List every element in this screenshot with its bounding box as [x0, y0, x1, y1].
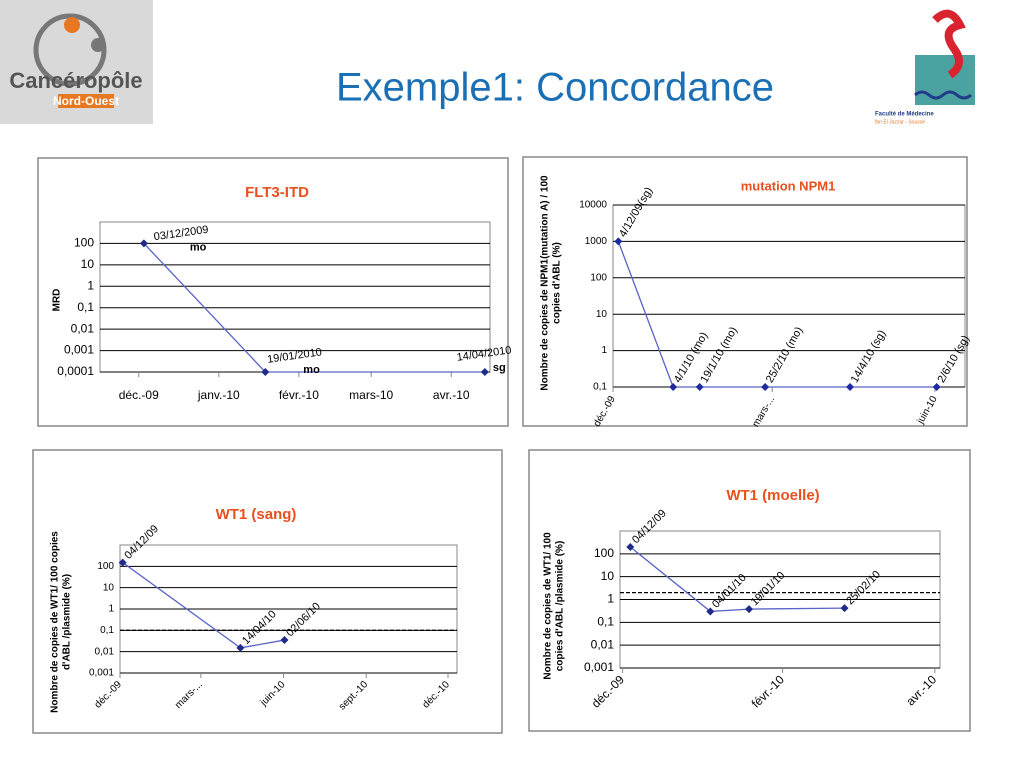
chart-frame — [522, 156, 968, 427]
data-point — [480, 368, 489, 376]
y-tick-label: 1 — [87, 278, 94, 292]
logo-band — [58, 94, 114, 108]
y-tick-label: 10 — [81, 257, 95, 271]
y-tick-label: 10000 — [579, 200, 607, 211]
y-axis-title: MRD — [52, 289, 63, 312]
data-point — [706, 607, 715, 616]
y-tick-label: 100 — [97, 561, 114, 572]
logo-ring — [33, 13, 107, 87]
right-logo-s — [932, 9, 966, 79]
x-tick-label: déc.-09 — [119, 388, 159, 402]
data-point — [236, 643, 245, 652]
y-tick-label: 10 — [103, 582, 115, 593]
data-line — [629, 546, 845, 613]
logo-text: Ibn El Jazzar - Sousse — [875, 119, 925, 125]
right-logo-waves — [914, 90, 972, 100]
chart: WT1 (sang) Nombre de copies de WT1/ 100 c… — [32, 449, 503, 734]
data-point — [118, 558, 127, 567]
y-axis-title: Nombre de copies de NPM1(mutation A) / 1… — [540, 175, 551, 391]
logo-text: Nord-Ouest — [53, 94, 119, 108]
y-tick-label: 0,1 — [593, 382, 607, 393]
data-point — [614, 237, 623, 246]
point-note: mo — [303, 364, 320, 376]
point-note: sg — [493, 362, 506, 374]
chart: FLT3-ITD MRD 100 10 1 0,1 0,01 0,001 0,0001 déc.-… — [37, 157, 512, 427]
chart: mutation NPM1 Nombre de copies de NPM1(mu… — [522, 156, 972, 429]
y-tick-label: 0,1 — [100, 625, 114, 636]
chart-title: FLT3-ITD — [245, 184, 309, 201]
data-line — [617, 241, 937, 388]
chart-title: WT1 (moelle) — [726, 487, 819, 504]
y-tick-label: 0,01 — [591, 637, 615, 651]
y-tick-label: 0,001 — [89, 668, 114, 679]
y-tick-label: 0,0001 — [57, 364, 94, 378]
data-point — [840, 604, 849, 613]
y-tick-label: 0,001 — [584, 660, 614, 674]
y-tick-label: 0,01 — [95, 646, 115, 657]
y-tick-label: 100 — [74, 236, 94, 250]
chart-frame — [37, 157, 509, 427]
y-tick-label: 0,1 — [77, 300, 94, 314]
data-point — [695, 383, 704, 391]
chart: WT1 (moelle) Nombre de copies de WT1/ 100… — [528, 449, 971, 732]
data-point — [669, 383, 678, 391]
x-tick-label: févr.-10 — [279, 388, 319, 402]
data-point — [139, 239, 148, 248]
y-tick-label: 1 — [601, 345, 607, 356]
data-point — [280, 636, 289, 645]
y-tick-label: 1000 — [585, 236, 608, 247]
logo-text: Cancéropôle — [9, 68, 142, 93]
data-point — [745, 605, 754, 614]
x-tick-label: janv.-10 — [197, 388, 240, 402]
data-point — [626, 542, 635, 551]
chart-frame — [528, 449, 971, 732]
y-tick-label: 100 — [594, 546, 614, 560]
data-point — [932, 383, 941, 391]
y-tick-label: 0,01 — [71, 321, 95, 335]
y-axis-title: copies d'ABL (%) — [552, 242, 563, 324]
point-note: mo — [190, 241, 207, 253]
y-tick-label: 0,001 — [64, 343, 94, 357]
y-tick-label: 1 — [108, 604, 114, 615]
chart-title: mutation NPM1 — [741, 178, 836, 193]
y-axis-title: Nombre de copies de WT1/ 100 — [543, 532, 554, 680]
logo-dot — [91, 38, 105, 52]
data-point — [261, 368, 270, 376]
chart-frame — [32, 449, 503, 734]
page-title: Exemple1: Concordance — [336, 66, 774, 110]
chart-title: WT1 (sang) — [216, 506, 297, 523]
y-tick-label: 100 — [590, 272, 607, 283]
y-tick-label: 0,1 — [597, 615, 614, 629]
y-axis-title: Nombre de copies de WT1/ 100 copies — [50, 531, 61, 713]
y-tick-label: 10 — [601, 569, 615, 583]
y-axis-title: d'ABL /plasmide (%) — [62, 574, 73, 670]
data-point — [761, 383, 770, 391]
x-tick-label: mars-10 — [349, 388, 393, 402]
x-tick-label: avr.-10 — [433, 388, 470, 402]
y-axis-title: copies d'ABL /plasmide (%) — [555, 541, 566, 672]
y-tick-label: 10 — [596, 309, 608, 320]
logo-text: Faculté de Médecine — [875, 112, 934, 118]
logo-dot — [64, 17, 80, 33]
data-point — [846, 383, 855, 391]
y-tick-label: 1 — [607, 592, 614, 606]
